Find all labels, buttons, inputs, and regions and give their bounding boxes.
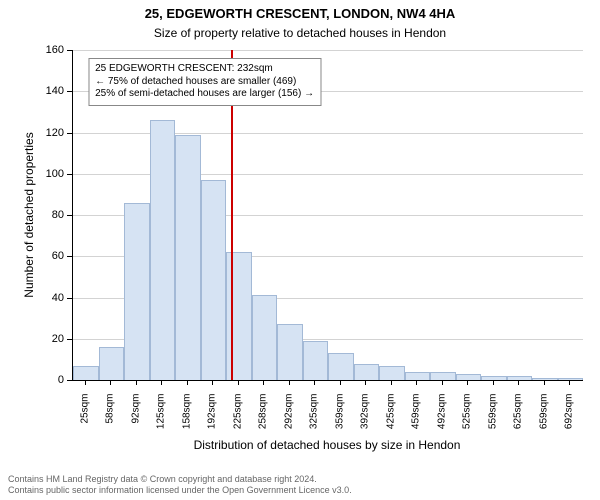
histogram-bar <box>226 252 252 380</box>
histogram-bar <box>201 180 227 380</box>
x-tick <box>289 380 290 385</box>
y-tick <box>67 50 72 51</box>
histogram-bar <box>481 376 507 380</box>
histogram-bar <box>150 120 176 380</box>
x-tick-label: 492sqm <box>436 394 447 444</box>
y-tick-label: 60 <box>38 250 64 262</box>
histogram-bar <box>456 374 482 380</box>
histogram-bar <box>252 295 278 380</box>
x-tick <box>136 380 137 385</box>
y-tick-label: 80 <box>38 209 64 221</box>
y-tick <box>67 380 72 381</box>
y-tick <box>67 298 72 299</box>
annotation-box: 25 EDGEWORTH CRESCENT: 232sqm← 75% of de… <box>88 58 321 106</box>
x-tick <box>493 380 494 385</box>
x-tick <box>263 380 264 385</box>
y-tick-label: 100 <box>38 168 64 180</box>
x-tick <box>518 380 519 385</box>
x-axis-title: Distribution of detached houses by size … <box>72 438 582 452</box>
x-tick-label: 192sqm <box>207 394 218 444</box>
x-tick-label: 292sqm <box>283 394 294 444</box>
attribution-footer: Contains HM Land Registry data © Crown c… <box>8 474 592 497</box>
annotation-line: ← 75% of detached houses are smaller (46… <box>95 76 314 89</box>
x-tick-label: 359sqm <box>334 394 345 444</box>
histogram-bar <box>354 364 380 381</box>
histogram-bar <box>99 347 125 380</box>
x-tick-label: 125sqm <box>156 394 167 444</box>
x-tick-label: 459sqm <box>411 394 422 444</box>
histogram-bar <box>405 372 431 380</box>
histogram-bar <box>124 203 150 380</box>
chart-title: 25, EDGEWORTH CRESCENT, LONDON, NW4 4HA <box>0 6 600 21</box>
x-tick-label: 692sqm <box>564 394 575 444</box>
y-axis-title: Number of detached properties <box>22 50 36 380</box>
x-tick <box>569 380 570 385</box>
x-tick-label: 258sqm <box>258 394 269 444</box>
histogram-bar <box>328 353 354 380</box>
x-tick-label: 559sqm <box>487 394 498 444</box>
x-tick <box>467 380 468 385</box>
grid-line <box>73 50 583 51</box>
x-tick <box>110 380 111 385</box>
x-tick-label: 58sqm <box>105 394 116 444</box>
y-tick-label: 0 <box>38 374 64 386</box>
x-tick <box>314 380 315 385</box>
x-tick-label: 158sqm <box>181 394 192 444</box>
x-tick <box>238 380 239 385</box>
chart-container: 25, EDGEWORTH CRESCENT, LONDON, NW4 4HA … <box>0 0 600 500</box>
histogram-bar <box>303 341 329 380</box>
x-tick <box>544 380 545 385</box>
y-tick-label: 160 <box>38 44 64 56</box>
y-tick <box>67 174 72 175</box>
y-tick <box>67 91 72 92</box>
footer-line: Contains HM Land Registry data © Crown c… <box>8 474 592 485</box>
x-tick <box>340 380 341 385</box>
x-tick-label: 25sqm <box>79 394 90 444</box>
annotation-line: 25% of semi-detached houses are larger (… <box>95 88 314 101</box>
x-tick <box>85 380 86 385</box>
y-tick-label: 120 <box>38 127 64 139</box>
x-tick <box>365 380 366 385</box>
histogram-bar <box>430 372 456 380</box>
x-tick <box>187 380 188 385</box>
x-tick-label: 425sqm <box>385 394 396 444</box>
x-tick <box>416 380 417 385</box>
y-tick-label: 20 <box>38 333 64 345</box>
y-tick <box>67 256 72 257</box>
y-tick-label: 140 <box>38 85 64 97</box>
x-tick <box>442 380 443 385</box>
histogram-bar <box>175 135 201 380</box>
y-tick-label: 40 <box>38 292 64 304</box>
histogram-bar <box>558 378 584 380</box>
annotation-line: 25 EDGEWORTH CRESCENT: 232sqm <box>95 63 314 76</box>
y-tick <box>67 339 72 340</box>
histogram-bar <box>532 378 558 380</box>
x-tick <box>161 380 162 385</box>
footer-line: Contains public sector information licen… <box>8 485 592 496</box>
chart-subtitle: Size of property relative to detached ho… <box>0 26 600 40</box>
x-tick-label: 325sqm <box>309 394 320 444</box>
histogram-bar <box>507 376 533 380</box>
x-tick <box>391 380 392 385</box>
histogram-bar <box>379 366 405 380</box>
x-tick-label: 225sqm <box>232 394 243 444</box>
histogram-bar <box>73 366 99 380</box>
y-tick <box>67 215 72 216</box>
histogram-bar <box>277 324 303 380</box>
x-tick-label: 625sqm <box>513 394 524 444</box>
x-tick-label: 92sqm <box>130 394 141 444</box>
y-tick <box>67 133 72 134</box>
x-tick-label: 392sqm <box>360 394 371 444</box>
x-tick <box>212 380 213 385</box>
x-tick-label: 525sqm <box>462 394 473 444</box>
x-tick-label: 659sqm <box>538 394 549 444</box>
